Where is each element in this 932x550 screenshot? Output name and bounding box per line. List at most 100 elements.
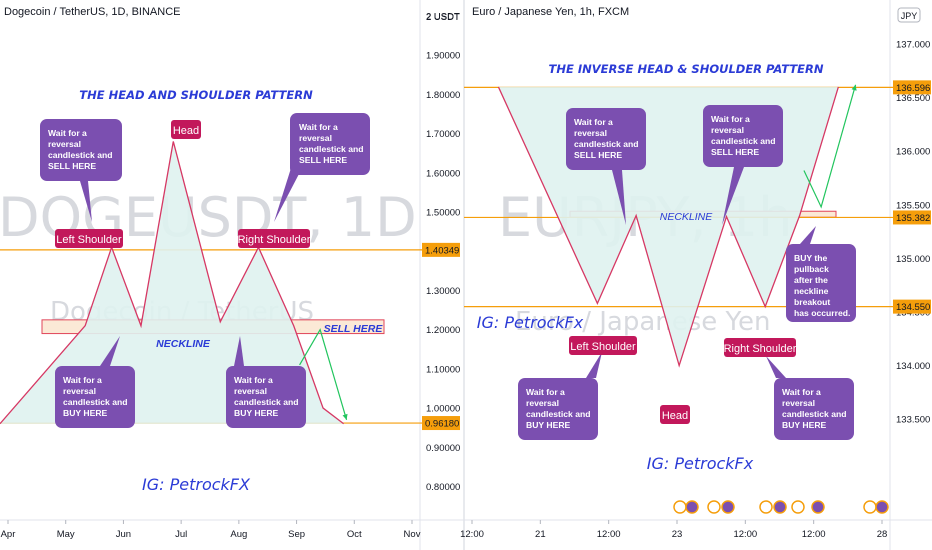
right-pattern-line	[497, 86, 839, 368]
right-arrow-head	[851, 84, 857, 91]
left-x-tick: Nov	[404, 529, 421, 540]
right-head-label: Head	[660, 405, 690, 424]
left-x-tick: Jun	[116, 529, 131, 540]
right-y-tick: 133.500	[896, 415, 930, 426]
svg-text:neckline: neckline	[794, 286, 829, 296]
svg-text:SELL HERE: SELL HERE	[299, 155, 347, 165]
svg-text:reversal: reversal	[782, 398, 815, 408]
left-y-tick: 1.20000	[426, 325, 460, 336]
right-neckline-label: NECKLINE	[660, 211, 714, 223]
left-y-tick: 1.10000	[426, 364, 460, 375]
svg-text:SELL HERE: SELL HERE	[574, 150, 622, 160]
left-x-tick: Oct	[347, 529, 362, 540]
left-y-tick: 0.80000	[426, 482, 460, 493]
svg-text:breakout: breakout	[794, 297, 830, 307]
left-y-tick: 0.90000	[426, 443, 460, 454]
svg-text:BUY HERE: BUY HERE	[63, 408, 108, 418]
svg-text:Wait for a: Wait for a	[574, 117, 613, 127]
svg-text:Left Shoulder: Left Shoulder	[570, 341, 636, 353]
right-ig-label-upper: IG: PetrockFx	[477, 313, 584, 332]
callout-right-buy-2: Wait for a reversal candlestick and BUY …	[766, 356, 854, 440]
right-right-shoulder-label: Right Shoulder	[724, 338, 797, 357]
left-y-tick: 2 USDT	[426, 12, 460, 23]
left-y-tick: 1.70000	[426, 129, 460, 140]
right-x-tick: 12:00	[597, 529, 621, 540]
right-x-tick: 21	[535, 529, 546, 540]
callout-right-sell-1: Wait for a reversal candlestick and SELL…	[566, 108, 646, 225]
svg-text:candlestick and: candlestick and	[234, 397, 298, 407]
left-y-tick: 1.90000	[426, 51, 460, 62]
left-x-tick: Jul	[175, 529, 187, 540]
right-arrow-path	[803, 84, 857, 209]
svg-text:pullback: pullback	[794, 264, 829, 274]
right-left-shoulder-label: Left Shoulder	[569, 336, 637, 355]
right-y-tick: 136.000	[896, 147, 930, 158]
svg-text:candlestick and: candlestick and	[711, 136, 775, 146]
svg-text:reversal: reversal	[574, 128, 607, 138]
left-pattern-line	[0, 141, 345, 425]
svg-text:0.96180: 0.96180	[425, 419, 459, 430]
right-price-tag-0: 136.596	[893, 80, 931, 95]
left-y-tick: 1.80000	[426, 90, 460, 101]
left-y-tick: 1.50000	[426, 208, 460, 219]
svg-text:Wait for a: Wait for a	[234, 375, 273, 385]
left-price-tag-0: 1.40349	[422, 242, 460, 257]
svg-text:reversal: reversal	[526, 398, 559, 408]
right-chart-header: Euro / Japanese Yen, 1h, FXCM	[472, 6, 630, 18]
left-x-tick: May	[57, 529, 75, 540]
svg-text:candlestick and: candlestick and	[782, 409, 846, 419]
svg-text:Wait for a: Wait for a	[48, 128, 87, 138]
economic-event-markers[interactable]	[673, 500, 889, 514]
svg-text:BUY the: BUY the	[794, 253, 827, 263]
svg-text:reversal: reversal	[711, 125, 744, 135]
right-shoulder-label: Right Shoulder	[238, 229, 311, 248]
svg-text:Head: Head	[173, 125, 199, 137]
left-arrow-head	[342, 413, 348, 420]
right-y-tick: 137.000	[896, 40, 930, 51]
left-y-tick: 1.30000	[426, 286, 460, 297]
svg-text:after the: after the	[794, 275, 828, 285]
svg-text:SELL HERE: SELL HERE	[48, 161, 96, 171]
left-chart-header: Dogecoin / TetherUS, 1D, BINANCE	[4, 6, 181, 18]
svg-text:reversal: reversal	[234, 386, 267, 396]
svg-text:JPY: JPY	[901, 11, 918, 21]
svg-text:candlestick and: candlestick and	[574, 139, 638, 149]
svg-text:Wait for a: Wait for a	[299, 122, 338, 132]
sell-here-label: SELL HERE	[324, 323, 384, 335]
right-price-tag-1: 135.382	[893, 210, 931, 225]
svg-text:BUY HERE: BUY HERE	[234, 408, 279, 418]
currency-badge: JPY	[897, 7, 921, 23]
right-x-tick: 12:00	[733, 529, 757, 540]
callout-right-sell-2: Wait for a reversal candlestick and SELL…	[703, 105, 783, 225]
svg-text:candlestick and: candlestick and	[63, 397, 127, 407]
svg-text:has occurred.: has occurred.	[794, 308, 850, 318]
left-y-tick: 1.60000	[426, 168, 460, 179]
svg-text:SELL HERE: SELL HERE	[711, 147, 759, 157]
svg-text:Wait for a: Wait for a	[526, 387, 565, 397]
svg-text:reversal: reversal	[48, 139, 81, 149]
svg-text:1.40349: 1.40349	[425, 245, 459, 256]
right-x-tick: 23	[672, 529, 683, 540]
right-y-tick: 135.000	[896, 254, 930, 265]
callout-right-buy-1: Wait for a reversal candlestick and BUY …	[518, 352, 602, 440]
callout-left-buy-2: Wait for a reversal candlestick and BUY …	[226, 336, 306, 428]
svg-text:candlestick and: candlestick and	[48, 150, 112, 160]
callout-left-sell-1: Wait for a reversal candlestick and SELL…	[40, 119, 122, 222]
svg-text:Right Shoulder: Right Shoulder	[724, 343, 797, 355]
left-chart-title: THE HEAD AND SHOULDER PATTERN	[79, 88, 313, 102]
svg-text:Right Shoulder: Right Shoulder	[238, 234, 311, 246]
svg-text:Head: Head	[662, 410, 688, 422]
right-x-tick: 12:00	[460, 529, 484, 540]
svg-text:reversal: reversal	[63, 386, 96, 396]
right-ig-label-lower: IG: PetrockFx	[647, 454, 754, 473]
callout-left-sell-2: Wait for a reversal candlestick and SELL…	[274, 113, 370, 222]
right-y-tick: 136.500	[896, 93, 930, 104]
left-arrow-path	[299, 328, 348, 420]
left-y-tick: 1.00000	[426, 404, 460, 415]
right-chart-title: THE INVERSE HEAD & SHOULDER PATTERN	[548, 62, 823, 76]
right-price-tag-2: 134.550	[893, 299, 931, 314]
left-price-tag-1: 0.96180	[422, 416, 460, 431]
svg-text:Wait for a: Wait for a	[711, 114, 750, 124]
